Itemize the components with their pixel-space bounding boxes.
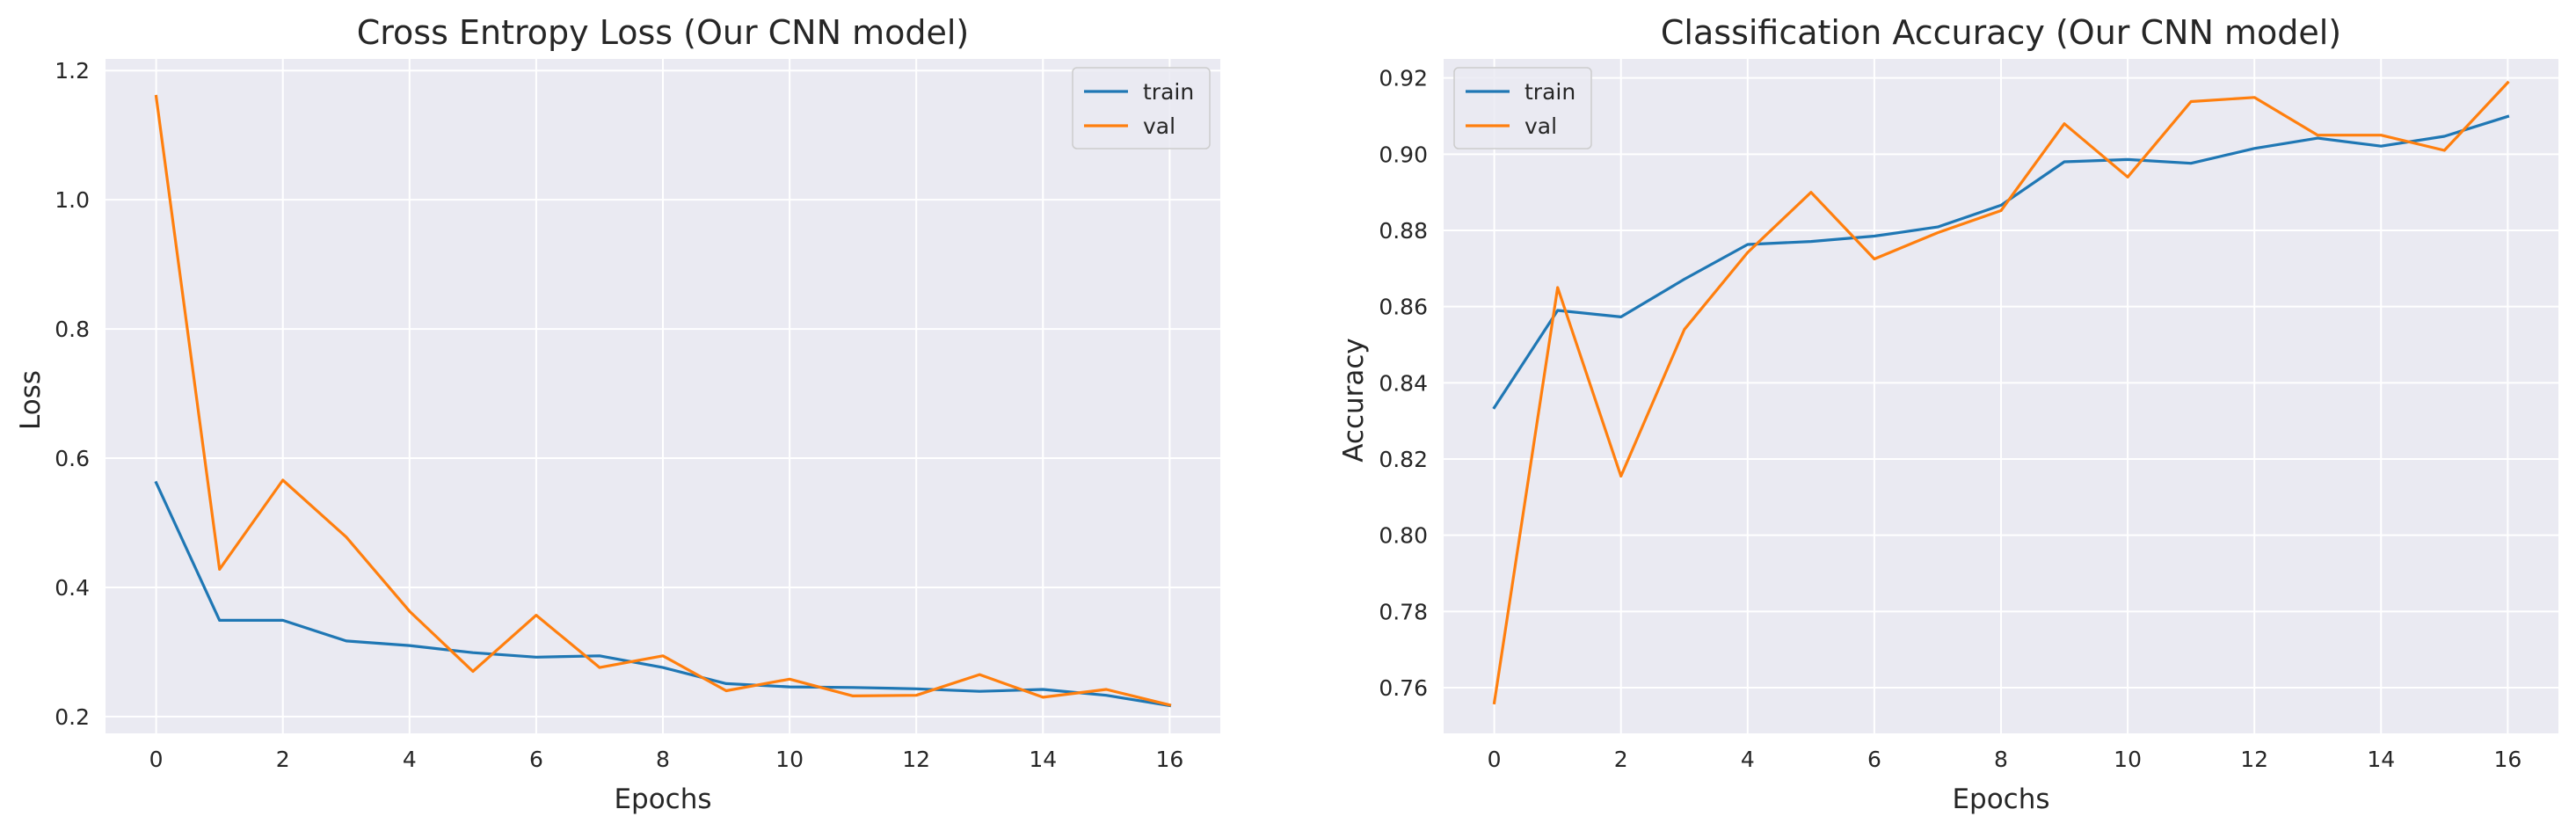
loss-x-tick-label: 4: [403, 747, 417, 772]
accuracy-series-train-line: [1492, 114, 2510, 410]
accuracy-y-tick-label: 0.90: [1379, 142, 1428, 167]
accuracy-x-tick-label: 16: [2493, 747, 2521, 772]
accuracy-x-tick-label: 10: [2114, 747, 2142, 772]
loss-x-tick-label: 6: [529, 747, 543, 772]
loss-series-train-line: [154, 480, 1172, 708]
accuracy-chart-ylabel: Accuracy: [1338, 338, 1370, 463]
accuracy-y-tick-label: 0.92: [1379, 66, 1428, 91]
loss-y-tick-label: 0.6: [55, 446, 90, 471]
accuracy-x-tick-label: 4: [1741, 747, 1755, 772]
loss-chart-ylabel: Loss: [15, 370, 47, 430]
loss-x-tick-label: 12: [902, 747, 930, 772]
accuracy-legend: train val: [1453, 67, 1592, 149]
accuracy-chart-panel: 0 2 4 6 8 10 12 14 16 0.76 0.78 0.80 0.82 0.84 0.86 0.8…: [1338, 13, 2558, 815]
loss-chart-xlabel: Epochs: [614, 784, 711, 815]
accuracy-y-tick-label: 0.86: [1379, 295, 1428, 320]
accuracy-y-tick-label: 0.80: [1379, 523, 1428, 549]
accuracy-chart-title: Classification Accuracy (Our CNN model): [1661, 13, 2341, 52]
loss-x-tick-label: 16: [1155, 747, 1183, 772]
loss-series-val-line: [154, 94, 1172, 707]
loss-x-tick-label: 10: [775, 747, 804, 772]
loss-x-tick-label: 14: [1029, 747, 1057, 772]
accuracy-y-tick-label: 0.88: [1379, 218, 1428, 244]
accuracy-x-tick-label: 8: [1994, 747, 2008, 772]
loss-x-tick-label: 2: [276, 747, 290, 772]
accuracy-legend-label-train: train: [1524, 79, 1575, 105]
loss-chart-title: Cross Entropy Loss (Our CNN model): [357, 13, 970, 52]
accuracy-x-tick-label: 14: [2367, 747, 2395, 772]
loss-y-tick-label: 0.8: [55, 317, 90, 342]
accuracy-x-tick-label: 6: [1867, 747, 1881, 772]
accuracy-chart-xlabel: Epochs: [1952, 784, 2049, 815]
loss-legend: train val: [1072, 67, 1211, 149]
accuracy-y-tick-label: 0.82: [1379, 447, 1428, 472]
loss-chart-panel: 0 2 4 6 8 10 12 14 160.20.40.60.81.01.2trainval …: [15, 13, 1220, 815]
loss-legend-box: [1072, 67, 1211, 149]
accuracy-legend-label-val: val: [1524, 113, 1557, 139]
loss-legend-label-train: train: [1143, 79, 1194, 105]
accuracy-x-tick-label: 2: [1614, 747, 1628, 772]
accuracy-x-tick-label: 12: [2240, 747, 2268, 772]
accuracy-y-tick-label: 0.76: [1379, 675, 1428, 701]
loss-y-tick-label: 1.0: [55, 187, 90, 213]
accuracy-y-tick-label: 0.84: [1379, 370, 1428, 396]
accuracy-series-val-line: [1492, 80, 2510, 705]
loss-y-tick-label: 0.2: [55, 704, 90, 730]
accuracy-legend-box: [1453, 67, 1592, 149]
loss-y-tick-label: 0.4: [55, 575, 90, 601]
loss-x-tick-label: 8: [656, 747, 670, 772]
loss-x-tick-label: 0: [149, 747, 164, 772]
accuracy-y-tick-label: 0.78: [1379, 599, 1428, 624]
accuracy-x-tick-label: 0: [1488, 747, 1502, 772]
loss-legend-label-val: val: [1143, 113, 1175, 139]
loss-y-tick-label: 1.2: [55, 58, 90, 84]
